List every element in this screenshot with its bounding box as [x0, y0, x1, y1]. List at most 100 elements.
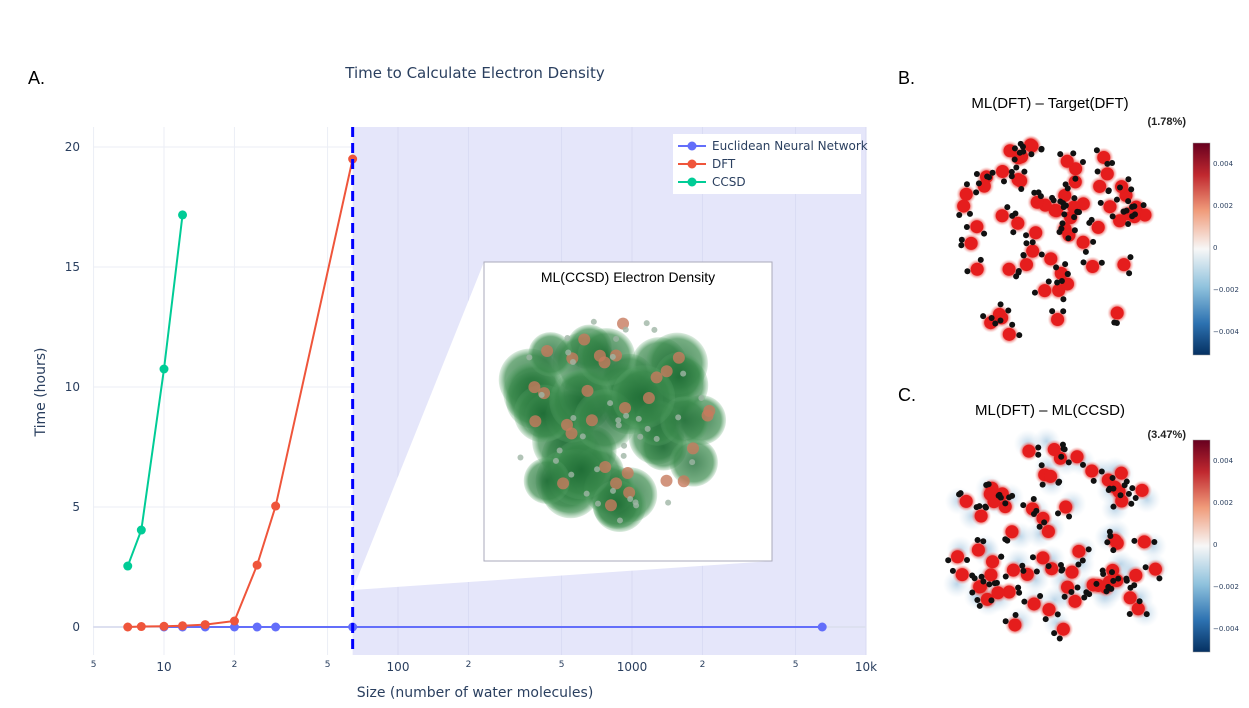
hydrogen-atom [1104, 539, 1111, 546]
x-tick-label: 10 [156, 660, 171, 674]
inset-wedge [352, 262, 772, 590]
oxygen-atom [1072, 544, 1086, 558]
hydrogen-atom [1016, 589, 1023, 596]
oxygen-atom [1014, 174, 1028, 188]
oxygen-atom [1110, 536, 1124, 550]
hydrogen-atom [1079, 158, 1086, 165]
data-point [817, 622, 827, 632]
panel-c-title: ML(DFT) – ML(CCSD) [975, 402, 1125, 419]
y-axis-title: Time (hours) [33, 348, 49, 438]
legend: Euclidean Neural Network DFT CCSD [673, 134, 868, 194]
hydrogen-atom [1028, 151, 1035, 158]
hydrogen-atom [1035, 451, 1042, 458]
electron-density-image [498, 317, 727, 533]
hydrogen-atom [1035, 189, 1042, 196]
hydrogen-atom [1057, 198, 1064, 205]
hydrogen-atom [1008, 173, 1015, 180]
hydrogen-atom [1125, 198, 1132, 205]
oxygen-atom [1029, 226, 1043, 240]
hydrogen-atom [1098, 468, 1105, 475]
hydrogen-atom [1128, 500, 1135, 507]
hydrogen-atom [651, 326, 658, 333]
hydrogen-atom [1062, 261, 1069, 268]
hydrogen-atom [526, 354, 533, 361]
oxygen-atom [1114, 466, 1128, 480]
hydrogen-atom [974, 596, 981, 603]
hydrogen-atom [1020, 567, 1027, 574]
hydrogen-atom [1143, 611, 1150, 618]
oxygen-atom [959, 494, 973, 508]
hydrogen-atom [964, 268, 971, 275]
hydrogen-atom [1131, 203, 1138, 210]
hydrogen-atom [675, 414, 682, 421]
colorbar-tick-label: −0.004 [1213, 625, 1239, 633]
hydrogen-atom [632, 499, 639, 506]
hydrogen-atom [1125, 490, 1132, 497]
hydrogen-atom [615, 422, 622, 429]
hydrogen-atom [1060, 296, 1067, 303]
hydrogen-atom [1085, 546, 1092, 553]
oxygen-atom [970, 262, 984, 276]
panel-c-molecule-image [942, 427, 1170, 642]
colorbar-tick-label: 0.004 [1213, 160, 1234, 168]
hydrogen-atom [988, 597, 995, 604]
colorbar-tick-label: −0.002 [1213, 286, 1239, 294]
hydrogen-atom [1070, 150, 1077, 157]
hydrogen-atom [1056, 635, 1063, 642]
hydrogen-atom [1068, 588, 1075, 595]
data-point [136, 525, 146, 535]
panel-c-colorbar [1192, 439, 1211, 653]
hydrogen-atom [997, 301, 1004, 308]
hydrogen-atom [1030, 495, 1037, 502]
data-point [178, 621, 188, 631]
hydrogen-atom [1116, 184, 1123, 191]
hydrogen-atom [1020, 148, 1027, 155]
data-point [200, 620, 210, 630]
hydrogen-atom [615, 417, 622, 424]
y-tick-label: 20 [65, 140, 80, 154]
oxygen-atom [1091, 220, 1105, 234]
hydrogen-atom [1105, 487, 1112, 494]
hydrogen-atom [1064, 185, 1071, 192]
hydrogen-atom [1093, 580, 1100, 587]
hydrogen-atom [1109, 213, 1116, 220]
hydrogen-atom [1049, 194, 1056, 201]
oxygen-atom [1044, 252, 1058, 266]
hydrogen-atom [958, 242, 965, 249]
hydrogen-atom [1081, 594, 1088, 601]
hydrogen-atom [1023, 240, 1030, 247]
hydrogen-atom [993, 579, 1000, 586]
oxygen-atom [1065, 565, 1079, 579]
hydrogen-atom [1036, 523, 1043, 530]
oxygen-atom [1135, 483, 1149, 497]
hydrogen-atom [1038, 251, 1045, 258]
hydrogen-atom [609, 353, 616, 360]
hydrogen-atom [1128, 186, 1135, 193]
hydrogen-atom [1115, 575, 1122, 582]
x-tick-label: 5 [559, 660, 565, 670]
hydrogen-atom [1075, 561, 1082, 568]
hydrogen-atom [583, 490, 590, 497]
oxygen-atom [1011, 216, 1025, 230]
panel-c-error: (3.47%) [1147, 429, 1186, 441]
hydrogen-atom [1064, 270, 1071, 277]
oxygen-atom [995, 209, 1009, 223]
hydrogen-atom [1126, 611, 1133, 618]
legend-label: CCSD [712, 175, 746, 189]
oxygen-atom [1113, 214, 1127, 228]
hydrogen-atom [1058, 567, 1065, 574]
hydrogen-atom [1097, 199, 1104, 206]
hydrogen-atom [1104, 160, 1111, 167]
hydrogen-atom [552, 457, 559, 464]
hydrogen-atom [594, 500, 601, 507]
data-point [252, 560, 262, 570]
hydrogen-atom [1121, 482, 1128, 489]
hydrogen-atom [982, 503, 989, 510]
hydrogen-atom [637, 433, 644, 440]
hydrogen-atom [1002, 573, 1009, 580]
hydrogen-atom [1066, 513, 1073, 520]
oxygen-atom [1051, 312, 1065, 326]
x-tick-label: 10k [855, 660, 877, 674]
oxygen-atom [986, 555, 1000, 569]
hydrogen-atom [616, 517, 623, 524]
